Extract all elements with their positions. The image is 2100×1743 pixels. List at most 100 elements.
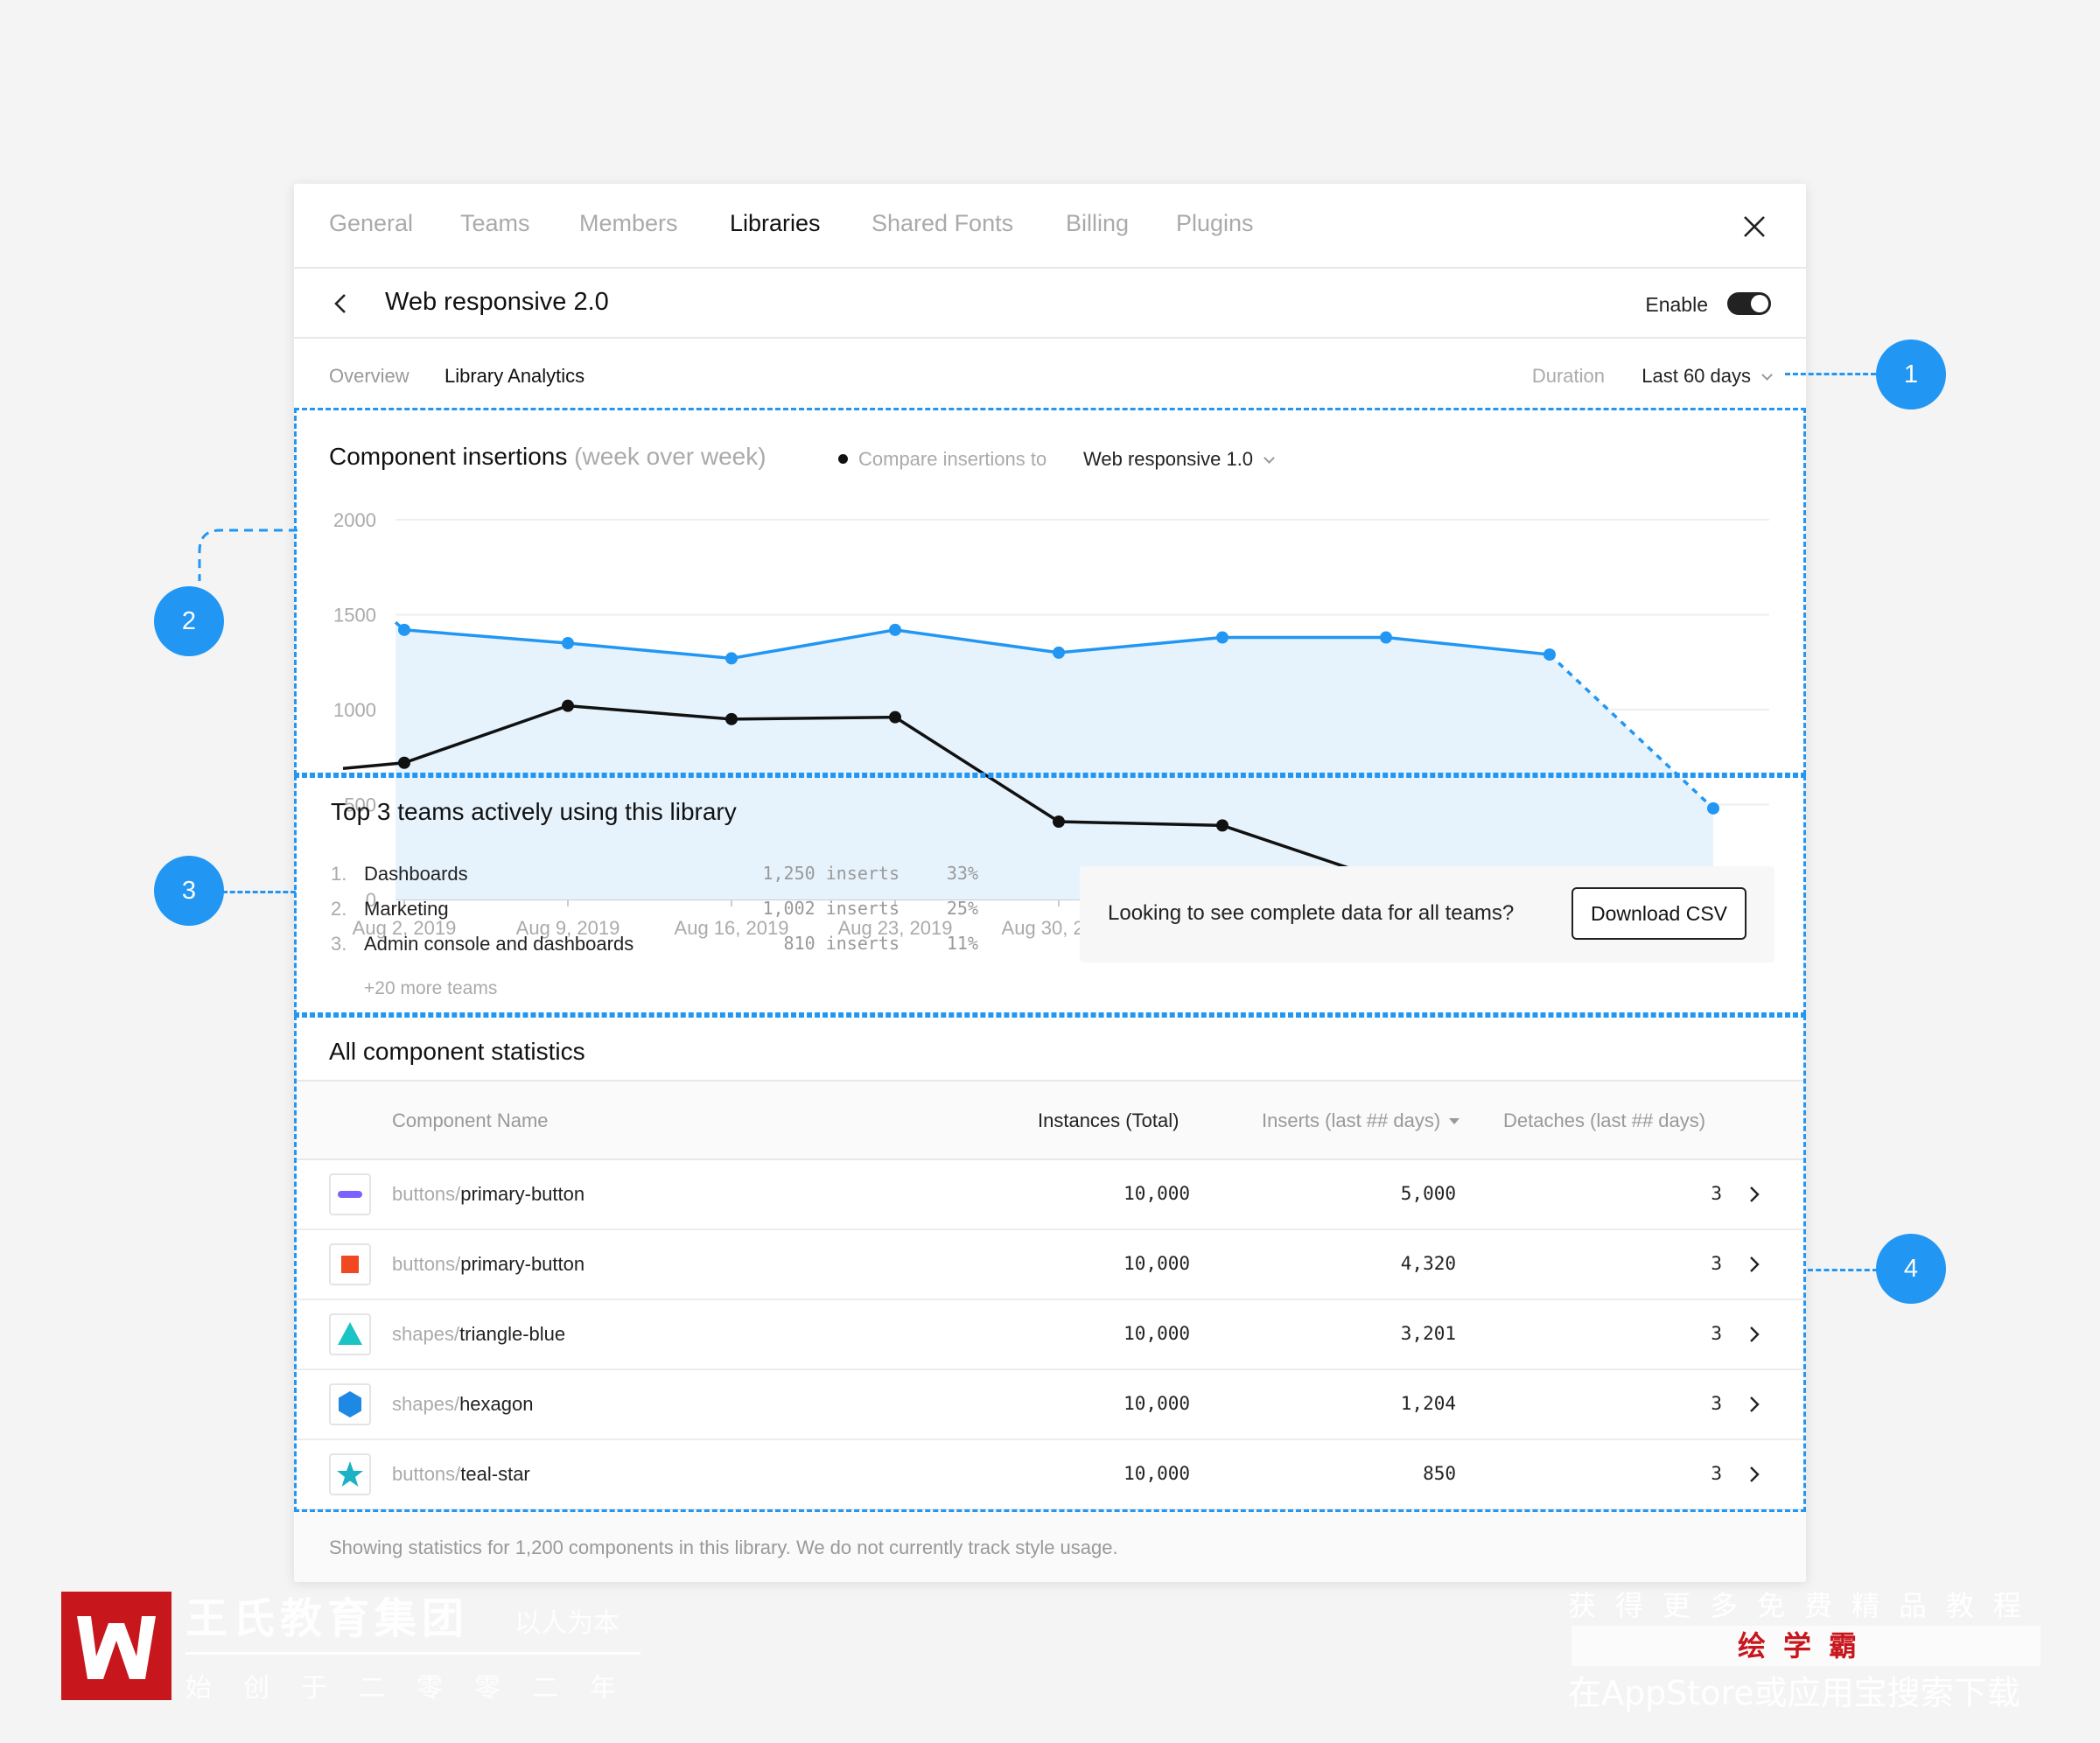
series-point [1053, 816, 1065, 829]
tab-shared-fonts[interactable]: Shared Fonts [872, 210, 1014, 236]
watermark-slogan: 以人为本 [514, 1608, 620, 1639]
annotation-leader-1 [1785, 373, 1876, 375]
table-row[interactable]: shapes/triangle-blue 10,000 3,201 3 [294, 1300, 1806, 1370]
enable-toggle[interactable] [1727, 292, 1771, 315]
component-title: teal-star [460, 1463, 530, 1485]
header-detaches[interactable]: Detaches (last ## days) [1503, 1110, 1706, 1131]
library-title: Web responsive 2.0 [385, 288, 609, 316]
component-name: buttons/primary-button [392, 1253, 584, 1276]
inserts-value: 850 [1423, 1463, 1456, 1484]
close-icon[interactable] [1741, 214, 1768, 240]
tab-billing[interactable]: Billing [1066, 210, 1130, 236]
team-percent: 11% [946, 933, 978, 954]
header-inserts[interactable]: Inserts (last ## days) [1262, 1110, 1460, 1132]
watermark-w-icon [77, 1616, 156, 1679]
table-row[interactable]: shapes/hexagon 10,000 1,204 3 [294, 1370, 1806, 1440]
component-thumbnail [329, 1453, 371, 1495]
component-thumbnail [329, 1173, 371, 1215]
team-settings-modal: General Teams Members Libraries Shared F… [294, 184, 1806, 1582]
detaches-value: 3 [1711, 1253, 1722, 1274]
inserts-value: 3,201 [1400, 1323, 1456, 1344]
y-tick-label: 1000 [333, 699, 376, 721]
triangle-icon [338, 1322, 362, 1345]
chart-title: Component insertions (week over week) [329, 443, 766, 471]
footer-note: Showing statistics for 1,200 components … [329, 1536, 1118, 1558]
series-point [398, 756, 410, 769]
chart-title-muted: (week over week) [574, 443, 766, 470]
watermark-name: 王氏教育集团 [186, 1594, 470, 1643]
detaches-value: 3 [1711, 1183, 1722, 1204]
compare-label: Compare insertions to [838, 448, 1046, 471]
subtab-library-analytics[interactable]: Library Analytics [444, 365, 585, 387]
component-name: shapes/hexagon [392, 1393, 533, 1416]
instances-value: 10,000 [1124, 1393, 1190, 1414]
chevron-down-icon [1761, 369, 1773, 381]
series-point [725, 712, 738, 725]
annotation-leader-2 [198, 528, 298, 581]
team-inserts: 1,002 inserts [762, 898, 900, 919]
chevron-right-icon[interactable] [1748, 1185, 1760, 1204]
component-thumbnail [329, 1243, 371, 1285]
component-thumbnail [329, 1313, 371, 1355]
watermark-divider [186, 1652, 640, 1655]
tab-teams[interactable]: Teams [460, 210, 530, 236]
table-row[interactable]: buttons/teal-star 10,000 850 3 [294, 1440, 1806, 1510]
compare-label-text: Compare insertions to [858, 448, 1047, 470]
inserts-value: 1,204 [1400, 1393, 1456, 1414]
watermark-right-brand: 绘学霸 [1572, 1626, 2040, 1666]
component-name: shapes/triangle-blue [392, 1323, 565, 1346]
compare-select[interactable]: Web responsive 1.0 [1083, 448, 1275, 471]
compare-select-value: Web responsive 1.0 [1083, 448, 1254, 470]
y-tick-label: 1500 [333, 605, 376, 626]
star-icon [337, 1461, 363, 1487]
team-name: Admin console and dashboards [364, 933, 634, 955]
chevron-right-icon[interactable] [1748, 1255, 1760, 1274]
detaches-value: 3 [1711, 1323, 1722, 1344]
component-prefix: shapes/ [392, 1393, 460, 1415]
download-csv-button[interactable]: Download CSV [1572, 887, 1746, 940]
tab-general[interactable]: General [329, 210, 414, 236]
team-row: 2. Marketing 1,002 inserts 25% [331, 898, 978, 924]
watermark-right-top: 获得更多免费精品教程 [1568, 1589, 2041, 1622]
table-title: All component statistics [329, 1038, 585, 1065]
duration-label: Duration [1531, 365, 1605, 387]
subtab-overview[interactable]: Overview [329, 365, 410, 387]
table-row[interactable]: buttons/primary-button 10,000 5,000 3 [294, 1160, 1806, 1230]
modal-footer: Showing statistics for 1,200 components … [294, 1508, 1806, 1582]
table-row[interactable]: buttons/primary-button 10,000 4,320 3 [294, 1230, 1806, 1300]
header-inserts-label: Inserts (last ## days) [1262, 1110, 1441, 1131]
chevron-right-icon[interactable] [1748, 1395, 1760, 1414]
chevron-down-icon [1264, 452, 1275, 464]
tab-libraries[interactable]: Libraries [730, 210, 821, 236]
component-prefix: shapes/ [392, 1323, 460, 1345]
enable-label: Enable [1645, 293, 1708, 316]
team-rank: 1. [331, 863, 347, 885]
series-point [889, 710, 901, 724]
x-tick-label: Aug 23, 2019 [838, 917, 953, 939]
sort-desc-icon [1449, 1118, 1460, 1124]
series-point [562, 699, 574, 712]
library-header: Web responsive 2.0 Enable [294, 269, 1806, 339]
csv-callout: Looking to see complete data for all tea… [1080, 866, 1774, 962]
team-row: 1. Dashboards 1,250 inserts 33% [331, 863, 978, 889]
component-title: triangle-blue [459, 1323, 566, 1345]
back-arrow-icon[interactable] [331, 291, 352, 316]
component-prefix: buttons/ [392, 1463, 461, 1485]
teams-title: Top 3 teams actively using this library [331, 798, 737, 825]
duration-select[interactable]: Last 60 days [1642, 365, 1773, 388]
team-name: Dashboards [364, 863, 468, 885]
toggle-knob [1751, 295, 1768, 312]
chevron-right-icon[interactable] [1748, 1465, 1760, 1484]
series-point [1216, 819, 1228, 832]
component-prefix: buttons/ [392, 1183, 461, 1205]
header-instances[interactable]: Instances (Total) [1038, 1110, 1180, 1131]
duration-value: Last 60 days [1642, 365, 1751, 387]
tab-plugins[interactable]: Plugins [1176, 210, 1254, 236]
header-component-name[interactable]: Component Name [392, 1110, 549, 1131]
series-point [1707, 802, 1719, 815]
chevron-right-icon[interactable] [1748, 1325, 1760, 1344]
hexagon-icon [339, 1391, 361, 1418]
component-prefix: buttons/ [392, 1253, 461, 1275]
more-teams-link[interactable]: +20 more teams [364, 978, 498, 998]
tab-members[interactable]: Members [579, 210, 678, 236]
